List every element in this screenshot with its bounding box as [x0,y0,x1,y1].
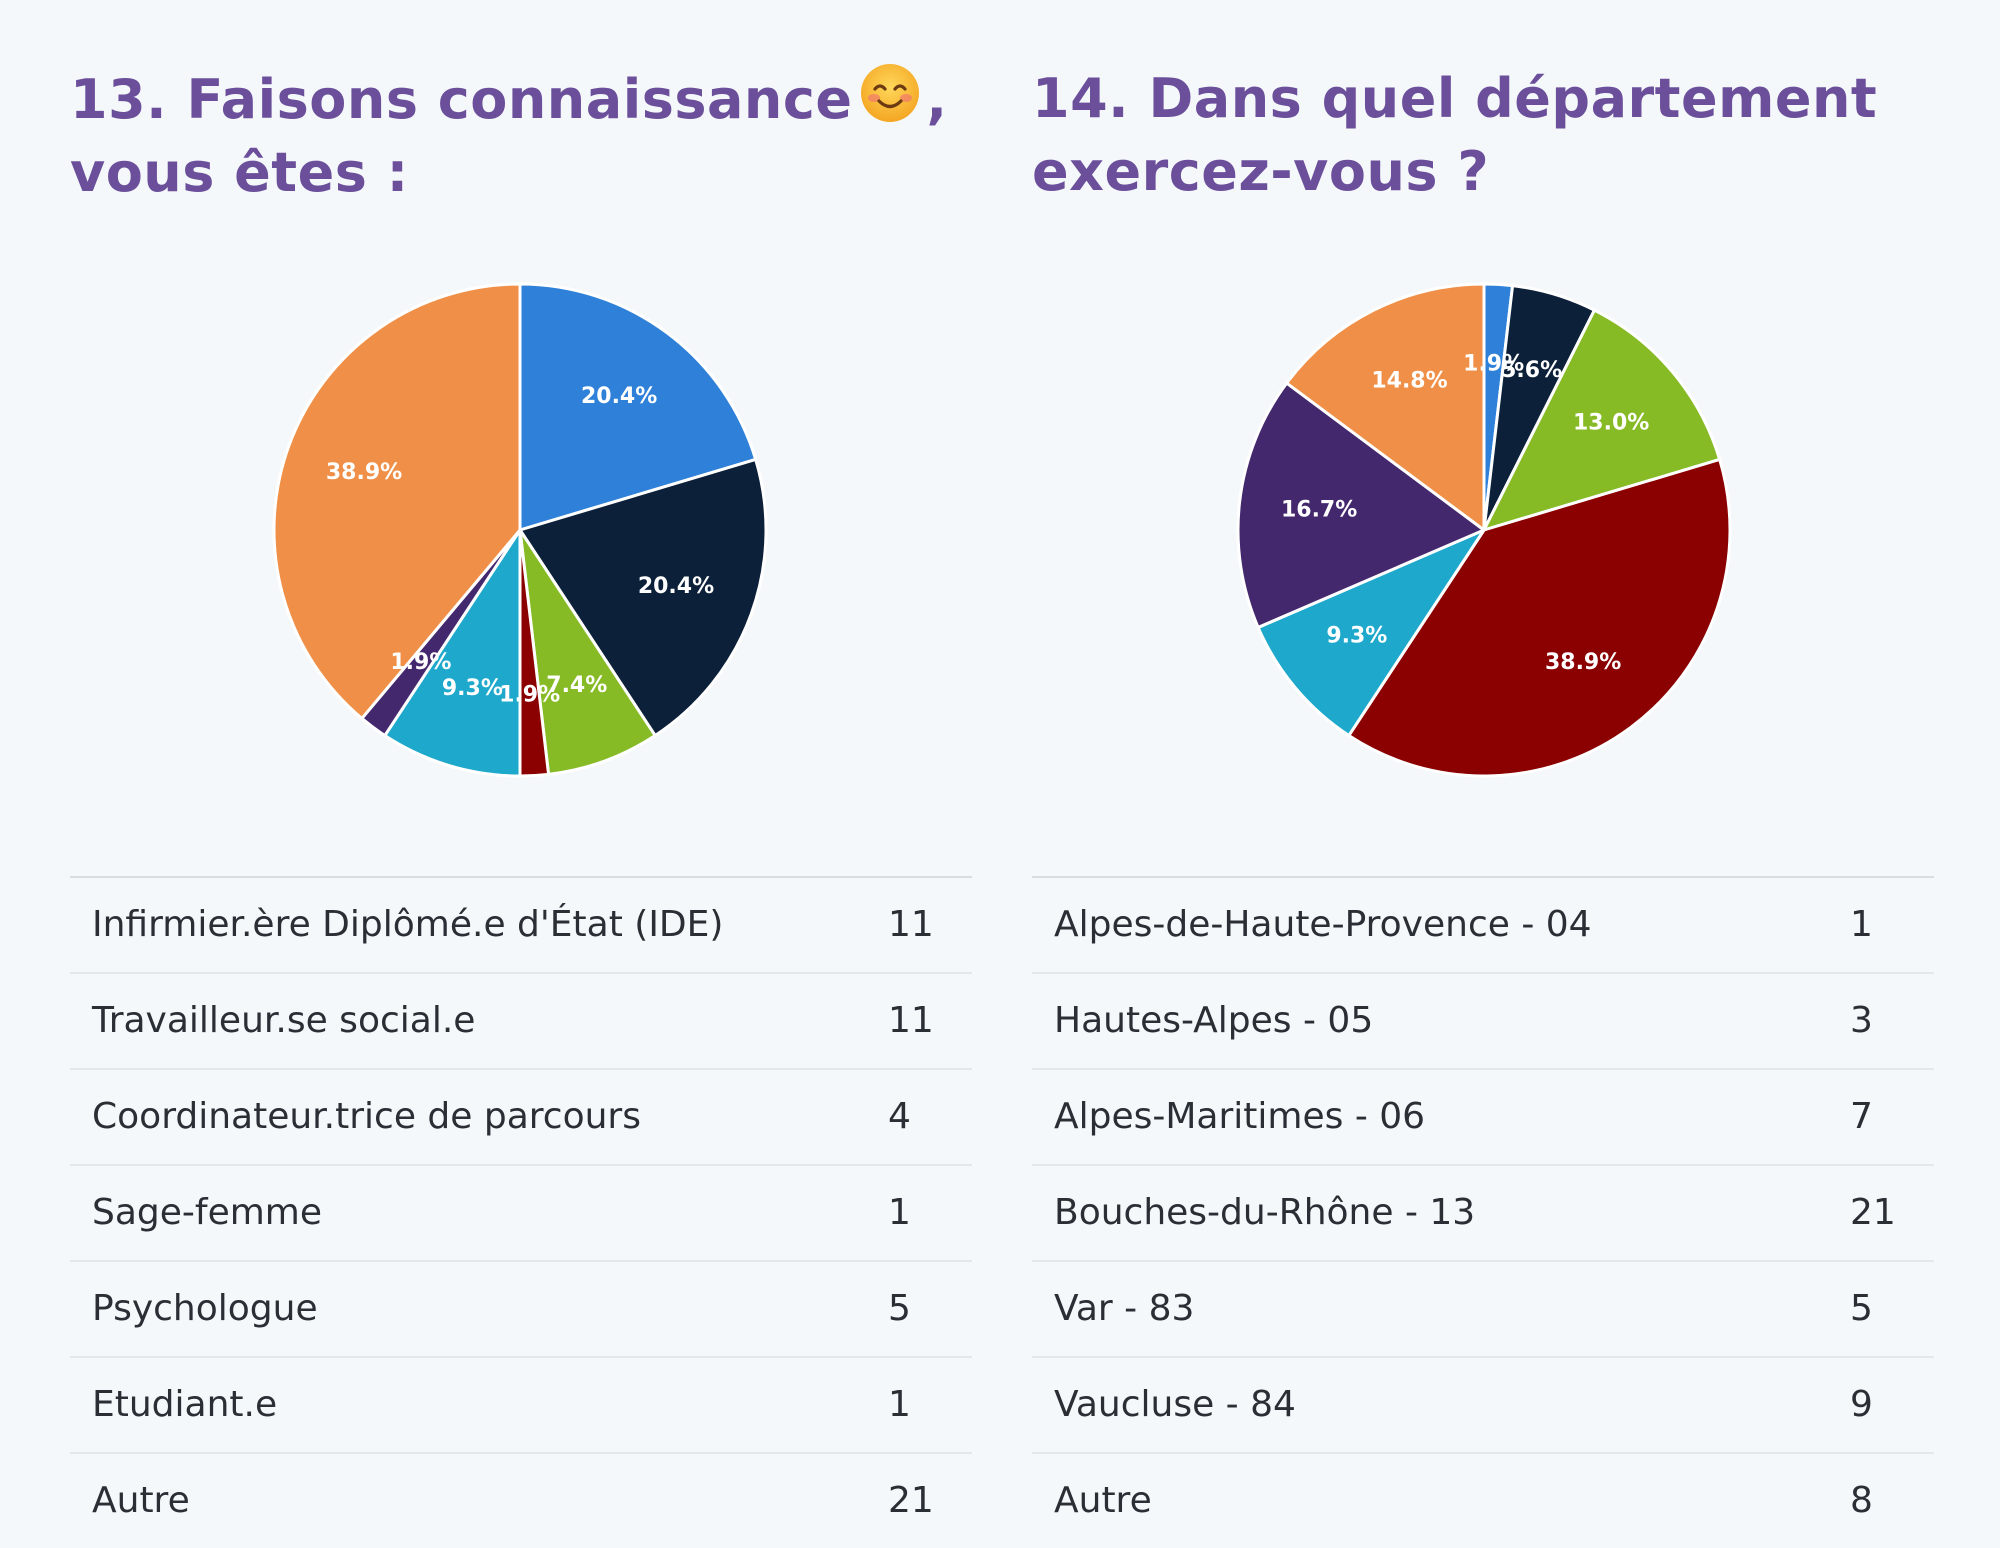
row-label: Alpes-de-Haute-Provence - 04 [1054,904,1592,945]
pie-slice-coordinateur-trice-de-parcours [518,528,657,776]
table-row: Autre 8 [1032,1454,1934,1548]
pie-data-label: 5.6% [1501,358,1562,383]
table-row: Sage-femme 1 [70,1166,972,1262]
pie-data-label: 13.0% [1573,410,1649,435]
title-line-2: vous êtes : [70,141,409,204]
row-count: 5 [1850,1288,1873,1329]
pie-data-label: 9.3% [442,676,503,701]
pie-chart-svg: 1.9%5.6% 13.0% 38.9% 9.3% 16.7% 14.8% [1236,282,1732,778]
row-count: 11 [888,1000,934,1041]
row-label: Vaucluse - 84 [1054,1384,1296,1425]
row-count: 11 [888,904,934,945]
row-label: Sage-femme [92,1192,323,1233]
title-punctuation: , [926,68,948,131]
row-count: 3 [1850,1000,1873,1041]
row-count: 8 [1850,1480,1873,1521]
row-label: Etudiant.e [92,1384,278,1425]
pie-chart: 1.9% 5.6% 13.0% 38.9% 9.3% 16.7% 14.8% [1224,270,1744,790]
title-text: 13. Faisons connaissance [70,68,853,131]
pie-data-label: 38.9% [326,460,402,485]
row-label: Autre [92,1480,190,1521]
title-line-1: 14. Dans quel département [1032,67,1878,130]
row-label: Hautes-Alpes - 05 [1054,1000,1374,1041]
row-label: Bouches-du-Rhône - 13 [1054,1192,1476,1233]
pie-slice-infirmier-ere-diplome-e-d-etat-ide [518,282,758,532]
smiling-face-emoji-icon [859,62,921,124]
pie-data-label: 1.9% [1463,351,1524,376]
row-count: 5 [888,1288,911,1329]
chart-title: 14. Dans quel département exercez-vous ? [1032,62,1932,208]
row-label: Alpes-Maritimes - 06 [1054,1096,1426,1137]
pie-chart-svg: 20.4%20.4%7.4%1.9%9.3%1.9%38.9% [272,282,768,778]
table-row: Psychologue 5 [70,1262,972,1358]
pie-slice-autre [1285,282,1486,532]
pie-data-label: 7.4% [546,673,607,698]
row-label: Autre [1054,1480,1152,1521]
row-count: 1 [888,1384,911,1425]
table-row: Infirmier.ère Diplômé.e d'État (IDE) 11 [70,878,972,974]
row-label: Travailleur.se social.e [92,1000,476,1041]
table-row: Etudiant.e 1 [70,1358,972,1454]
row-count: 21 [1850,1192,1896,1233]
pie-chart: 20.4% 20.4% 7.4% 1.9% 9.3% 1.9% 38.9% [260,270,780,790]
table-row: Alpes-Maritimes - 06 7 [1032,1070,1934,1166]
chart-panel-department: 14. Dans quel département exercez-vous ? … [1032,0,1937,1548]
pie-slice-travailleur-se-social-e [518,457,768,738]
row-label: Infirmier.ère Diplômé.e d'État (IDE) [92,904,724,945]
row-label: Psychologue [92,1288,318,1329]
pie-slice-autre [272,282,522,720]
pie-data-label: 1.9% [499,683,560,708]
pie-slice-vaucluse-84 [1236,381,1486,629]
response-table: Alpes-de-Haute-Provence - 04 1 Hautes-Alp… [1032,876,1934,1548]
pie-data-label: 14.8% [1371,369,1447,394]
chart-title: 13. Faisons connaissance , vous êtes : [70,62,970,209]
pie-data-label: 20.4% [581,384,657,409]
pie-data-label: 16.7% [1281,498,1357,523]
pie-data-label: 1.9% [390,650,451,675]
pie-slice-var-83 [1256,528,1486,738]
table-row: Hautes-Alpes - 05 3 [1032,974,1934,1070]
table-row: Travailleur.se social.e 11 [70,974,972,1070]
row-label: Var - 83 [1054,1288,1195,1329]
title-line-2: exercez-vous ? [1032,140,1490,203]
table-row: Coordinateur.trice de parcours 4 [70,1070,972,1166]
table-row: Var - 83 5 [1032,1262,1934,1358]
pie-data-label: 38.9% [1545,650,1621,675]
row-count: 9 [1850,1384,1873,1425]
table-row: Vaucluse - 84 9 [1032,1358,1934,1454]
row-count: 1 [1850,904,1873,945]
row-label: Coordinateur.trice de parcours [92,1096,641,1137]
pie-data-label: 20.4% [638,574,714,599]
row-count: 21 [888,1480,934,1521]
row-count: 4 [888,1096,911,1137]
row-count: 1 [888,1192,911,1233]
row-count: 7 [1850,1096,1873,1137]
response-table: Infirmier.ère Diplômé.e d'État (IDE) 11 T… [70,876,972,1548]
pie-slice-bouches-du-rhone-13 [1347,457,1732,778]
pie-data-label: 9.3% [1326,624,1387,649]
table-row: Alpes-de-Haute-Provence - 04 1 [1032,878,1934,974]
pie-slice-alpes-maritimes-06 [1482,308,1722,532]
table-row: Autre 21 [70,1454,972,1548]
chart-panel-profession: 13. Faisons connaissance , vous êtes : 20… [70,0,975,1548]
table-row: Bouches-du-Rhône - 13 21 [1032,1166,1934,1262]
pie-slice-psychologue [383,528,522,778]
